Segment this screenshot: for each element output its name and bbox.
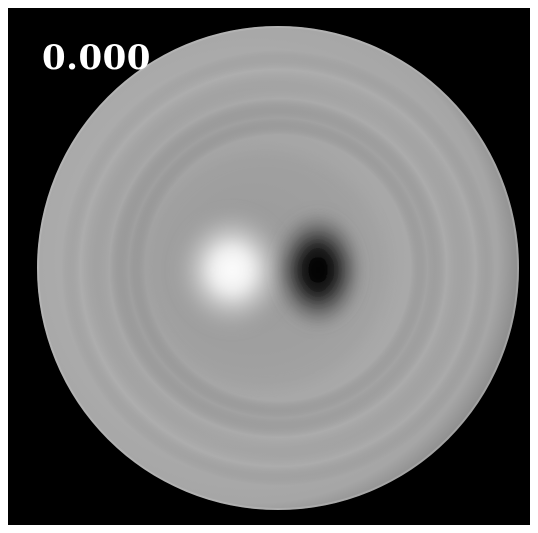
value-readout: 0.000 bbox=[42, 38, 151, 78]
bright-lobe bbox=[174, 208, 290, 332]
circular-field-image bbox=[8, 8, 530, 525]
disc bbox=[37, 26, 519, 510]
image-frame: 0.000 bbox=[8, 8, 530, 525]
dark-lobe bbox=[272, 210, 364, 330]
